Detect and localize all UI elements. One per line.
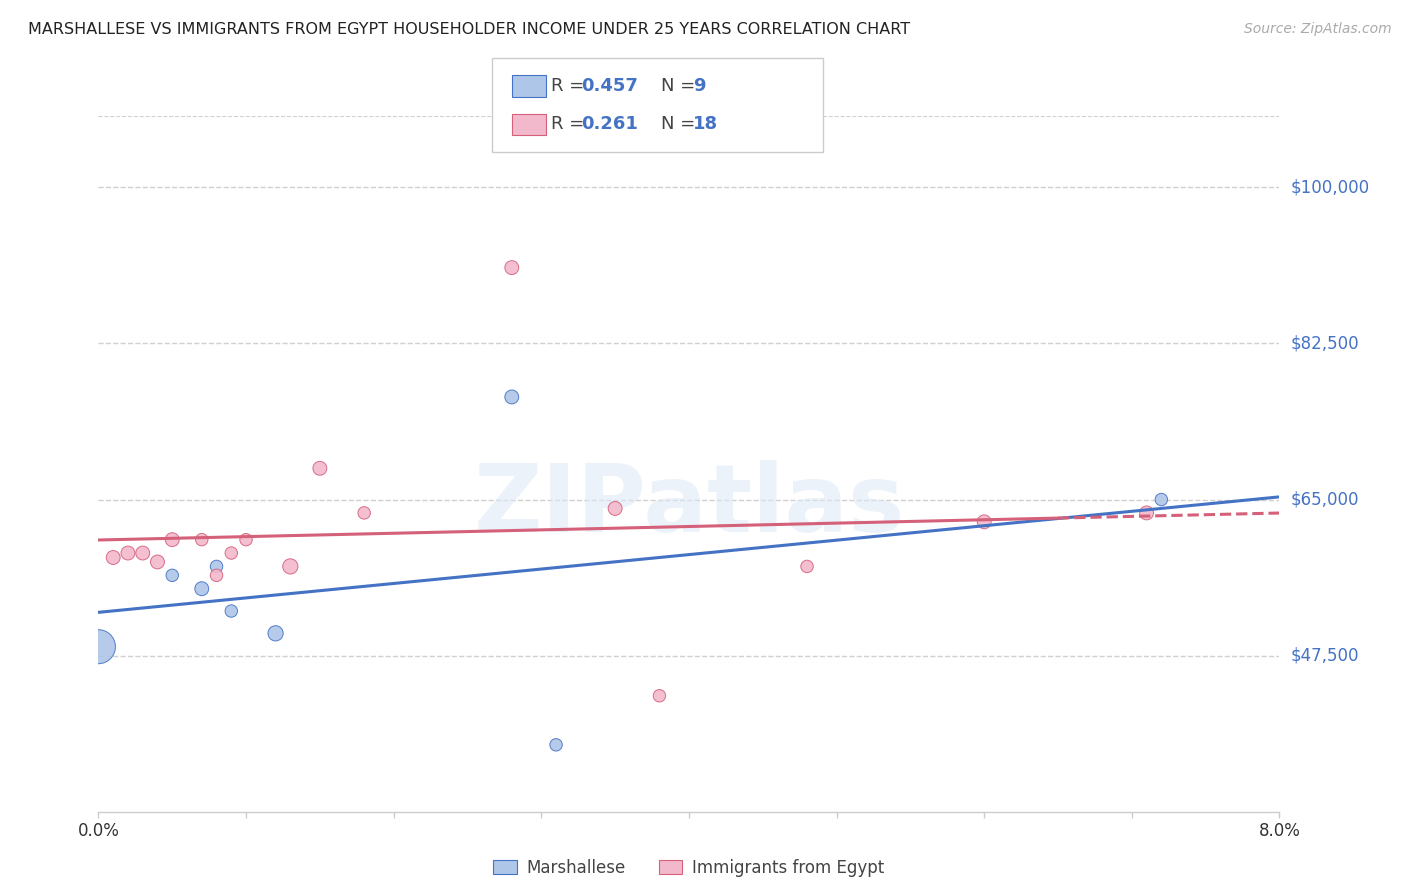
Point <box>1150 492 1173 507</box>
Text: N =: N = <box>661 77 700 95</box>
Point <box>605 501 627 516</box>
Text: Source: ZipAtlas.com: Source: ZipAtlas.com <box>1244 22 1392 37</box>
Text: 9: 9 <box>693 77 706 95</box>
Text: MARSHALLESE VS IMMIGRANTS FROM EGYPT HOUSEHOLDER INCOME UNDER 25 YEARS CORRELATI: MARSHALLESE VS IMMIGRANTS FROM EGYPT HOU… <box>28 22 910 37</box>
Point <box>132 546 155 560</box>
Point <box>191 533 214 547</box>
Text: $82,500: $82,500 <box>1291 334 1360 352</box>
Text: N =: N = <box>661 115 700 133</box>
Point <box>146 555 169 569</box>
Point <box>235 533 257 547</box>
Point <box>278 559 301 574</box>
Point <box>501 390 523 404</box>
Point <box>103 550 124 565</box>
Point <box>117 546 139 560</box>
Point <box>973 515 995 529</box>
Text: ZIPatlas: ZIPatlas <box>474 459 904 551</box>
Point <box>353 506 375 520</box>
Text: 0.261: 0.261 <box>581 115 637 133</box>
Text: R =: R = <box>551 115 591 133</box>
Text: $47,500: $47,500 <box>1291 647 1360 665</box>
Point <box>544 738 567 752</box>
Point <box>219 604 242 618</box>
Point <box>87 640 110 654</box>
Text: 18: 18 <box>693 115 718 133</box>
Text: R =: R = <box>551 77 591 95</box>
Point <box>162 568 183 582</box>
Point <box>191 582 214 596</box>
Point <box>1135 506 1157 520</box>
Point <box>308 461 332 475</box>
Text: 0.457: 0.457 <box>581 77 637 95</box>
Point <box>205 568 228 582</box>
Legend: Marshallese, Immigrants from Egypt: Marshallese, Immigrants from Egypt <box>486 852 891 883</box>
Point <box>648 689 671 703</box>
Point <box>264 626 287 640</box>
Text: $65,000: $65,000 <box>1291 491 1360 508</box>
Point <box>501 260 523 275</box>
Point <box>162 533 183 547</box>
Point <box>219 546 242 560</box>
Point <box>796 559 818 574</box>
Point <box>205 559 228 574</box>
Text: $100,000: $100,000 <box>1291 178 1369 196</box>
